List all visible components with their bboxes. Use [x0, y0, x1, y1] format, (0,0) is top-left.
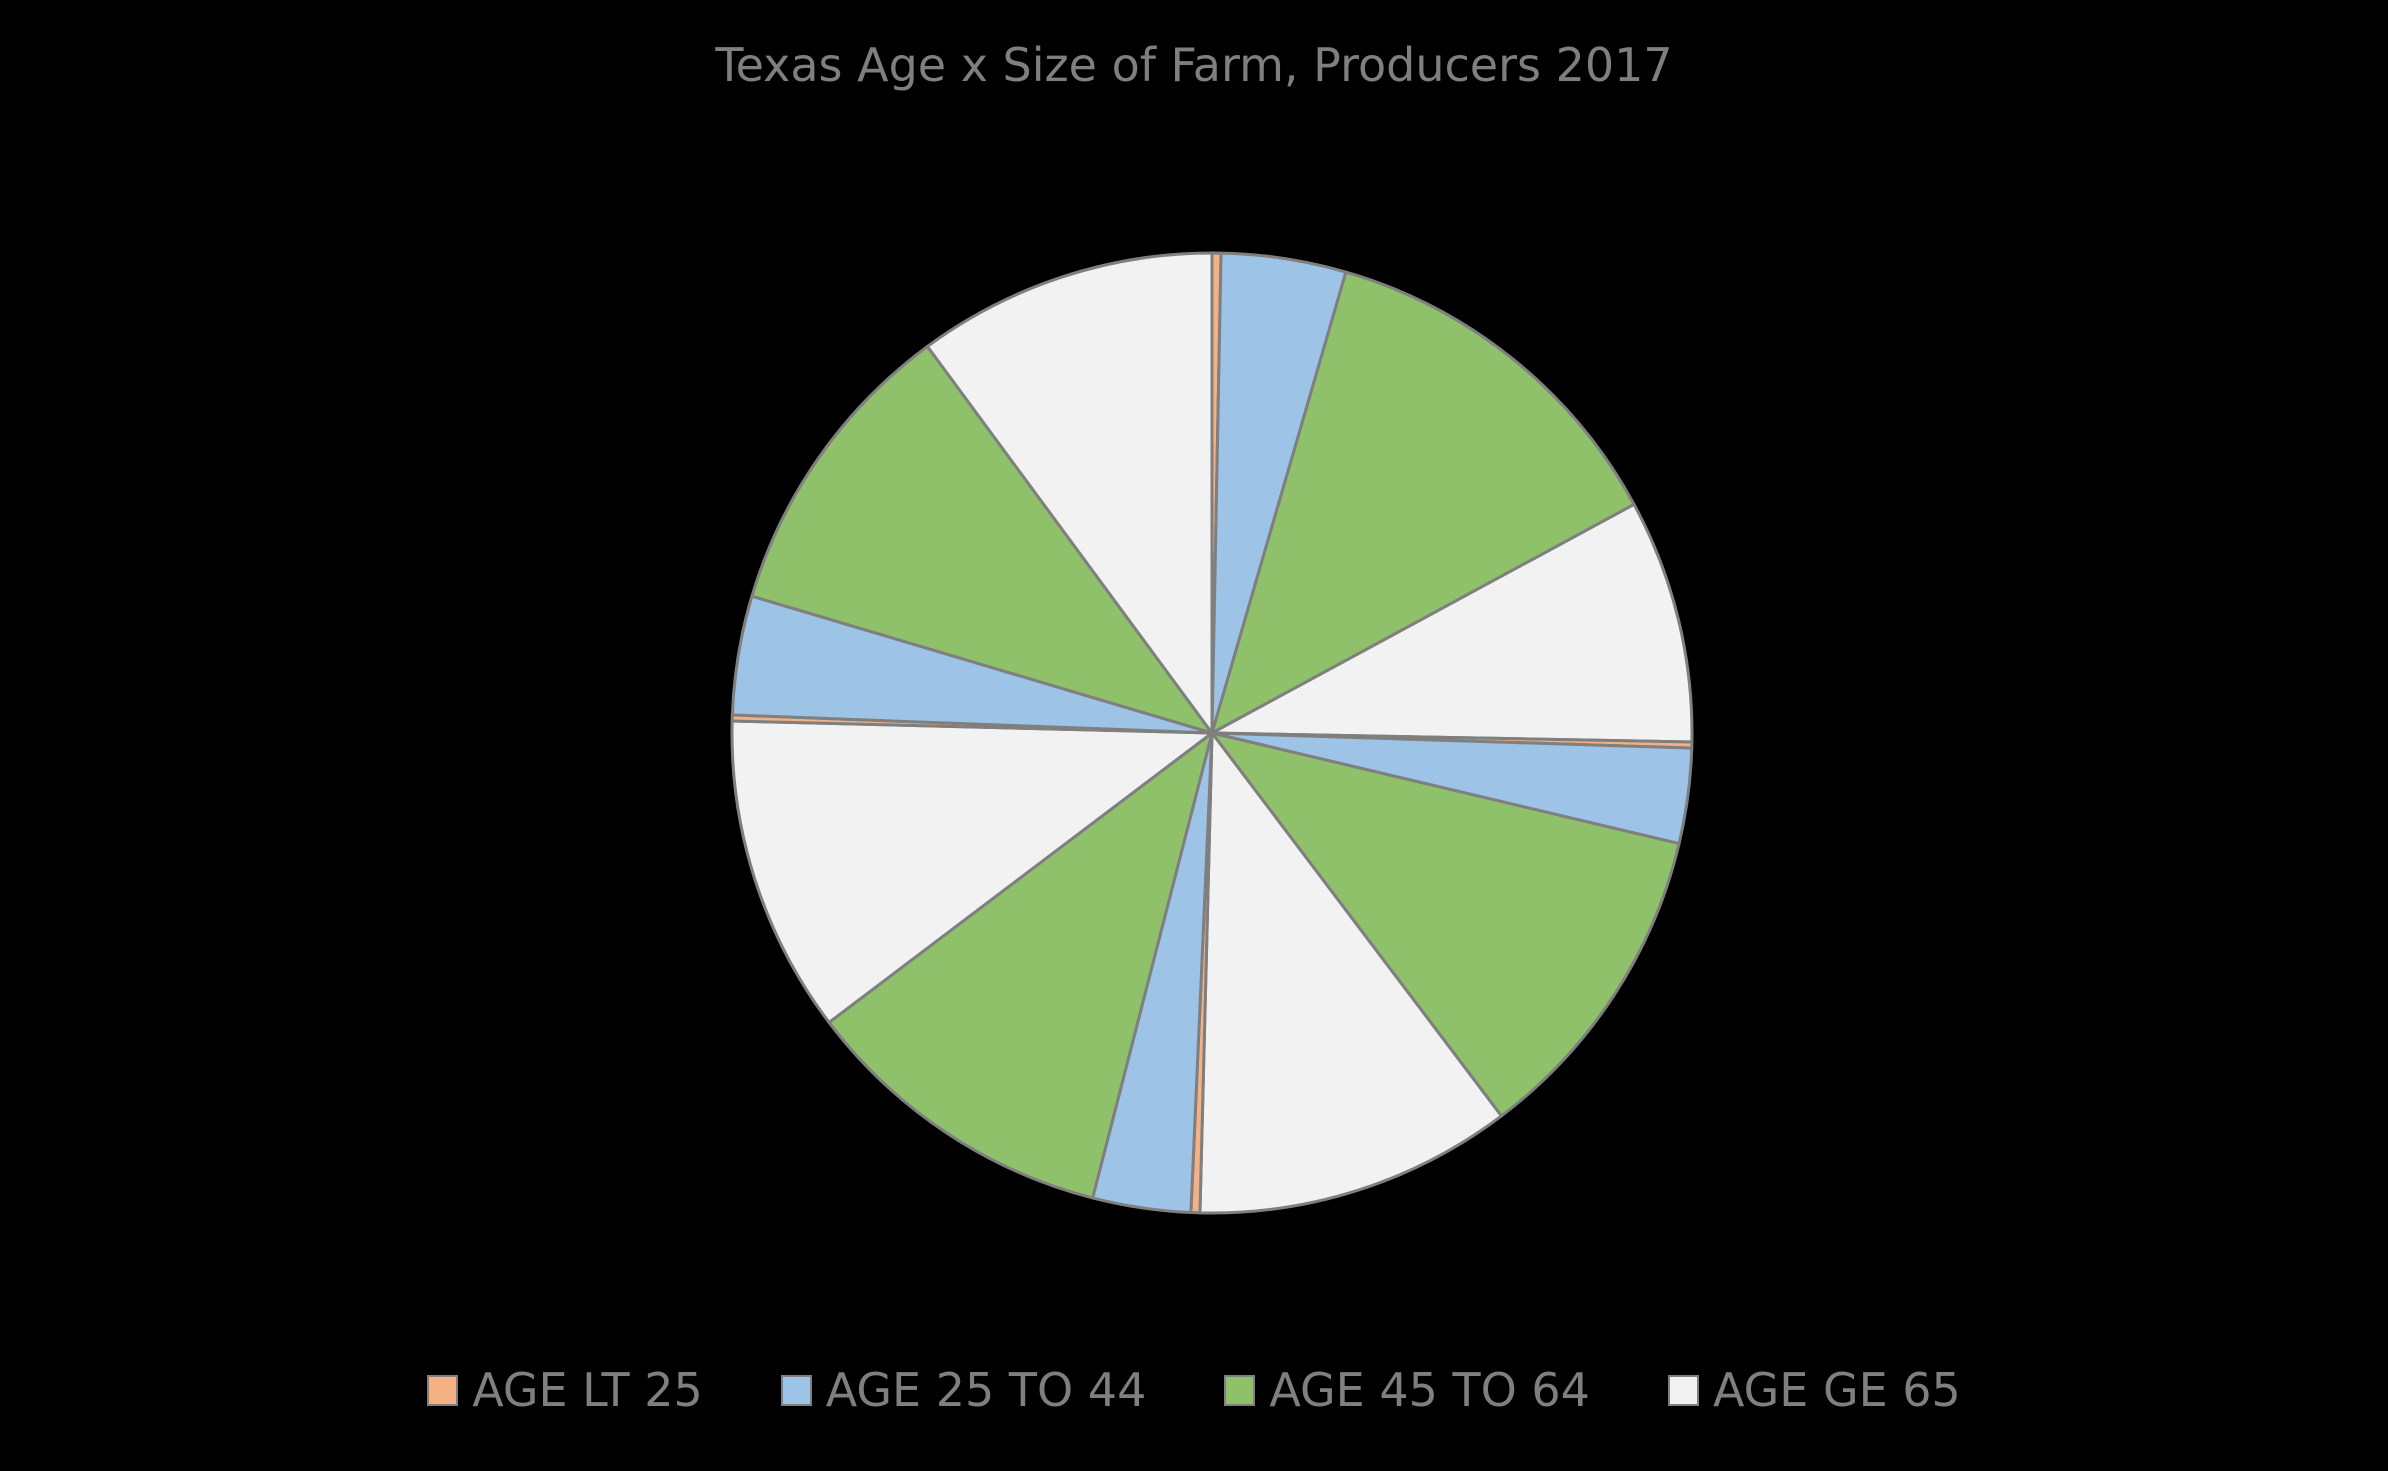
legend-label-age-45-to-64: AGE 45 TO 64	[1269, 1363, 1590, 1417]
pie-slice-7-age-45-to-64	[1210, 731, 1681, 1118]
pie-slice-12-age-ge-65	[730, 719, 1214, 1024]
pie-slice-3-age-45-to-64	[1210, 270, 1636, 735]
legend-item-age-25-to-44: AGE 25 TO 44	[780, 1363, 1147, 1417]
legend-item-age-45-to-64: AGE 45 TO 64	[1224, 1363, 1590, 1417]
pie-slice-16-age-ge-65	[925, 251, 1214, 735]
chart-title: Texas Age x Size of Farm, Producers 2017	[715, 38, 1673, 92]
pie-slice-15-age-45-to-64	[750, 344, 1214, 735]
legend-label-age-lt-25: AGE LT 25	[472, 1363, 703, 1417]
chart-legend: AGE LT 25 AGE 25 TO 44 AGE 45 TO 64 AGE …	[0, 1355, 2388, 1425]
legend-item-age-lt-25: AGE LT 25	[427, 1363, 703, 1417]
legend-label-age-25-to-44: AGE 25 TO 44	[825, 1363, 1147, 1417]
pie-slice-4-age-ge-65	[1210, 502, 1694, 744]
pie-slice-11-age-45-to-64	[827, 731, 1214, 1200]
legend-label-age-ge-65: AGE GE 65	[1712, 1363, 1961, 1417]
pie-slices	[730, 251, 1694, 1215]
legend-swatch-age-45-to-64	[1224, 1374, 1256, 1406]
legend-swatch-age-lt-25	[427, 1374, 459, 1406]
legend-item-age-ge-65: AGE GE 65	[1667, 1363, 1961, 1417]
legend-swatch-age-ge-65	[1667, 1374, 1699, 1406]
pie-slice-8-age-ge-65	[1198, 731, 1503, 1215]
legend-swatch-age-25-to-44	[780, 1374, 812, 1406]
